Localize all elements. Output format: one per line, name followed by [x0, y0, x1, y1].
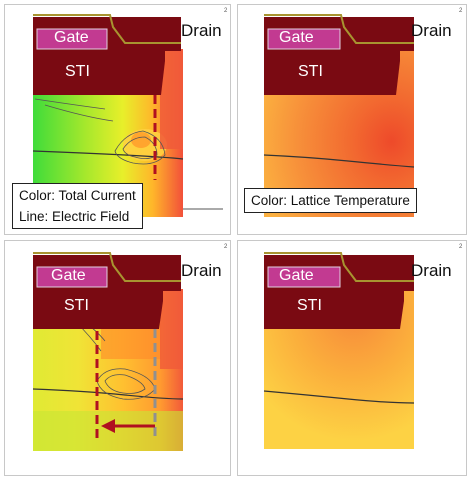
sti-label: STI — [64, 297, 89, 314]
simulation-map-current-arrow — [32, 252, 184, 451]
legend-box: Color: Lattice Temperature — [244, 188, 417, 213]
drain-label: Drain — [411, 21, 452, 40]
corner-marker: 2 — [459, 244, 463, 250]
gate-label: Gate — [279, 29, 314, 46]
panel-current-arrow: Gate STI Drain 2 — [4, 240, 231, 476]
gate-label: Gate — [279, 267, 314, 284]
panel-temperature-2: Gate STI Drain 2 — [237, 240, 467, 476]
drain-label: Drain — [411, 261, 452, 280]
panel-total-current: Gate STI Drain 2 Color: Total Current Li… — [4, 4, 231, 235]
sti-label: STI — [65, 63, 90, 80]
corner-marker: 2 — [459, 8, 463, 14]
legend-color-line: Color: Total Current — [19, 188, 136, 203]
legend-line-line: Line: Electric Field — [19, 209, 130, 224]
sti-label: STI — [297, 297, 322, 314]
legend-box: Color: Total Current Line: Electric Fiel… — [12, 183, 143, 229]
drain-label: Drain — [181, 261, 222, 280]
drain-label: Drain — [181, 21, 222, 40]
legend-color-line: Color: Lattice Temperature — [251, 193, 410, 208]
corner-marker: 2 — [224, 244, 228, 250]
corner-marker: 2 — [224, 8, 228, 14]
gate-label: Gate — [51, 267, 86, 284]
panel-lattice-temperature: Gate STI Drain 2 Color: Lattice Temperat… — [237, 4, 467, 235]
simulation-map-temperature-2 — [263, 252, 415, 449]
gate-label: Gate — [54, 29, 89, 46]
sti-label: STI — [298, 63, 323, 80]
